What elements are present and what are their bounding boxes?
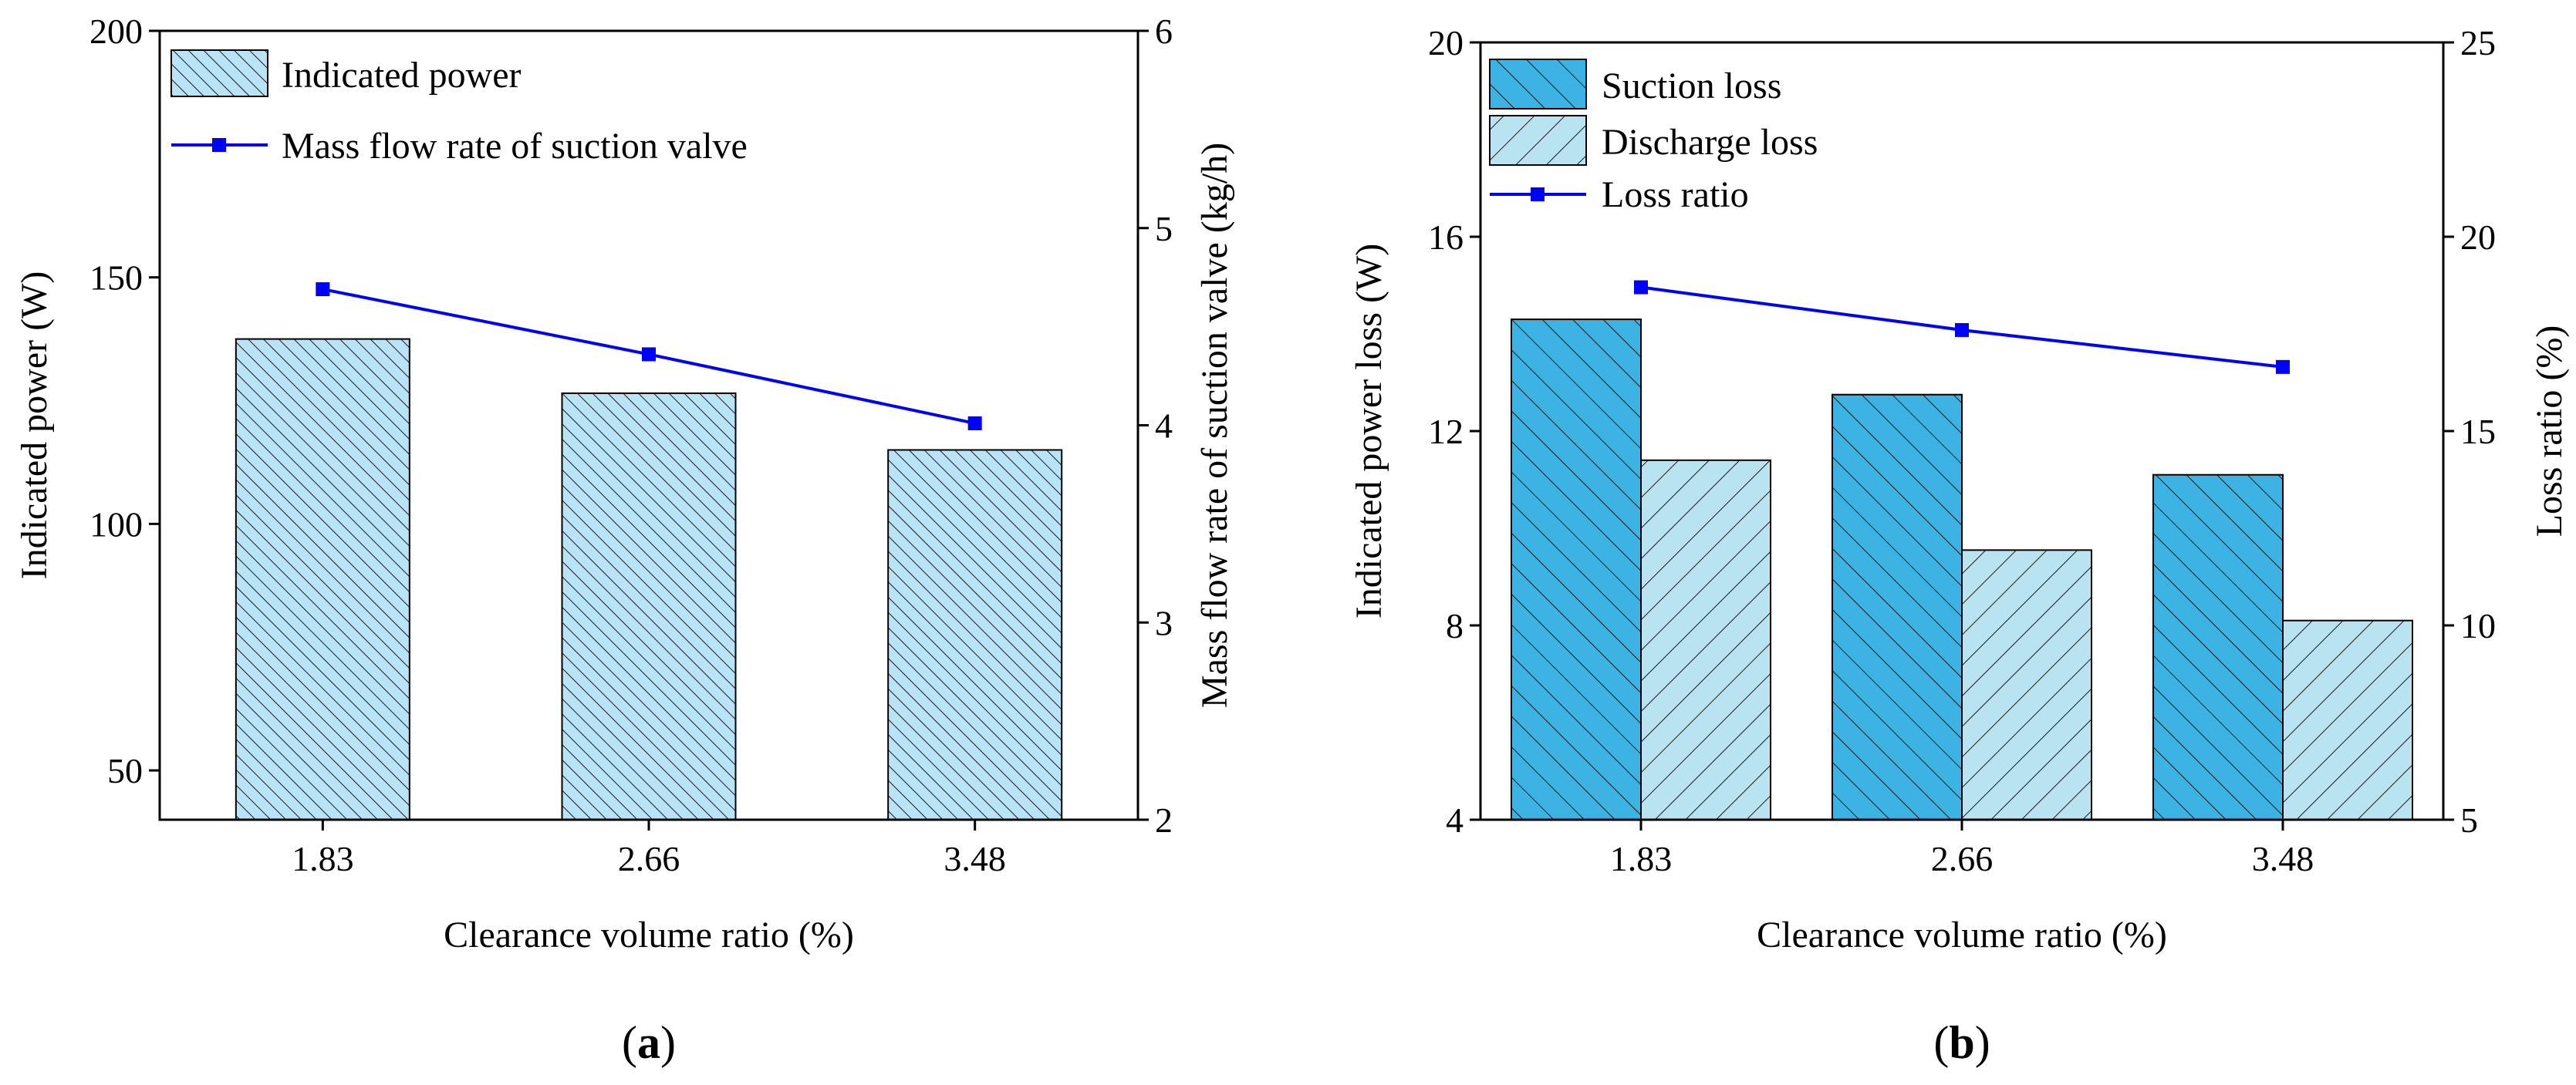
line-series-mass-flow-rate [316, 282, 982, 430]
bar-discharge-loss-2-66 [1961, 549, 2092, 820]
x-tick-label: 1.83 [292, 839, 354, 878]
x-tick-label: 3.48 [944, 839, 1006, 878]
bar-indicated-power-1-83 [235, 338, 410, 820]
x-tick-label: 1.83 [1610, 839, 1673, 878]
legend-swatch-indicated-power [170, 49, 268, 97]
y-tick-label: 16 [1428, 217, 1464, 257]
x-axis-a: 1.83 2.66 3.48 [292, 820, 1006, 878]
y-tick-label: 100 [89, 504, 143, 544]
panel-label-b-text: b [1949, 1017, 1974, 1068]
y2-tick-label: 10 [2460, 606, 2496, 645]
bar-suction-loss-1-83 [1511, 318, 1642, 821]
legend-swatch-discharge-loss [1489, 115, 1587, 166]
bar-series-indicated-power [235, 338, 1063, 820]
y2-tick-label: 5 [1155, 209, 1173, 248]
x-axis-title-a: Clearance volume ratio (%) [444, 915, 854, 955]
y2-tick-label: 5 [2460, 800, 2478, 840]
legend-label-discharge-loss: Discharge loss [1602, 122, 1818, 163]
panel-label-b: (b) [1933, 1017, 1990, 1068]
x-tick-label: 2.66 [618, 839, 680, 878]
chart-panel-b: 4 8 12 16 20 5 10 15 20 25 1.83 2.66 3.48 Clearanc… [1349, 23, 2570, 1068]
bar-suction-loss-3-48 [2152, 473, 2284, 820]
point-loss-ratio-1-83 [1634, 280, 1648, 295]
y2-tick-label: 6 [1155, 12, 1173, 51]
bar-indicated-power-2-66 [561, 392, 737, 820]
y-tick-label: 8 [1446, 606, 1464, 645]
legend-marker-loss-ratio [1531, 187, 1545, 201]
point-mass-flow-rate-of-suction-valve-3-48 [967, 416, 982, 430]
bar-indicated-power-3-48 [887, 449, 1063, 820]
y-tick-label: 12 [1428, 412, 1464, 451]
legend-label-loss-ratio: Loss ratio [1602, 174, 1749, 215]
legend-marker-mass-flow-rate [212, 138, 226, 152]
point-loss-ratio-3-48 [2276, 359, 2290, 374]
legend-label-suction-loss: Suction loss [1602, 66, 1781, 106]
x-tick-label: 2.66 [1931, 839, 1994, 878]
point-mass-flow-rate-of-suction-valve-1-83 [316, 282, 330, 297]
x-tick-label: 3.48 [2252, 839, 2314, 878]
legend-b: Suction loss Discharge loss Loss ratio [1489, 59, 1818, 215]
y-tick-label: 200 [89, 12, 143, 51]
y-tick-label: 50 [107, 751, 143, 790]
y-axis-title-a: Indicated power (W) [14, 271, 55, 580]
chart-panel-a: 50 100 150 200 2 3 4 5 6 1.83 2.66 3.48 Clearance… [14, 12, 1235, 1068]
point-loss-ratio-2-66 [1955, 322, 1969, 337]
legend-label-indicated-power: Indicated power [282, 55, 522, 96]
y2-axis-title-b: Loss ratio (%) [2529, 325, 2570, 537]
legend-swatch-suction-loss [1489, 59, 1587, 110]
y2-tick-label: 20 [2460, 217, 2496, 257]
y2-axis-title-a: Mass flow rate of suction valve (kg/h) [1194, 143, 1235, 708]
y2-tick-label: 25 [2460, 23, 2496, 62]
point-mass-flow-rate-of-suction-valve-2-66 [642, 347, 656, 362]
y-tick-label: 150 [89, 258, 143, 298]
bar-suction-loss-2-66 [1832, 393, 1963, 820]
svg-text:(a): (a) [622, 1017, 676, 1068]
y2-tick-label: 2 [1155, 800, 1173, 840]
line-series-loss-ratio [1634, 280, 2290, 374]
y-axis-right-a: 2 3 4 5 6 [1138, 12, 1173, 840]
y-axis-left-a: 50 100 150 200 [89, 12, 160, 790]
legend-a: Indicated power Mass flow rate of suctio… [170, 49, 748, 167]
bar-discharge-loss-3-48 [2282, 619, 2413, 820]
bar-discharge-loss-1-83 [1640, 459, 1771, 820]
x-axis-title-b: Clearance volume ratio (%) [1757, 915, 2167, 955]
panel-label-a: (a) [622, 1017, 676, 1068]
panel-label-a-text: a [637, 1017, 660, 1068]
bar-series-losses [1511, 318, 2413, 821]
y-axis-right-b: 5 10 15 20 25 [2443, 23, 2496, 840]
y2-tick-label: 15 [2460, 412, 2496, 451]
y-axis-title-b: Indicated power loss (W) [1349, 244, 1389, 619]
y-tick-label: 4 [1446, 800, 1464, 840]
y-tick-label: 20 [1428, 23, 1464, 62]
y-axis-left-b: 4 8 12 16 20 [1428, 23, 1480, 840]
y2-tick-label: 3 [1155, 603, 1173, 642]
y2-tick-label: 4 [1155, 406, 1173, 446]
legend-label-mass-flow-rate: Mass flow rate of suction valve [282, 126, 748, 167]
x-axis-b: 1.83 2.66 3.48 [1610, 820, 2314, 878]
svg-text:(b): (b) [1933, 1017, 1990, 1068]
